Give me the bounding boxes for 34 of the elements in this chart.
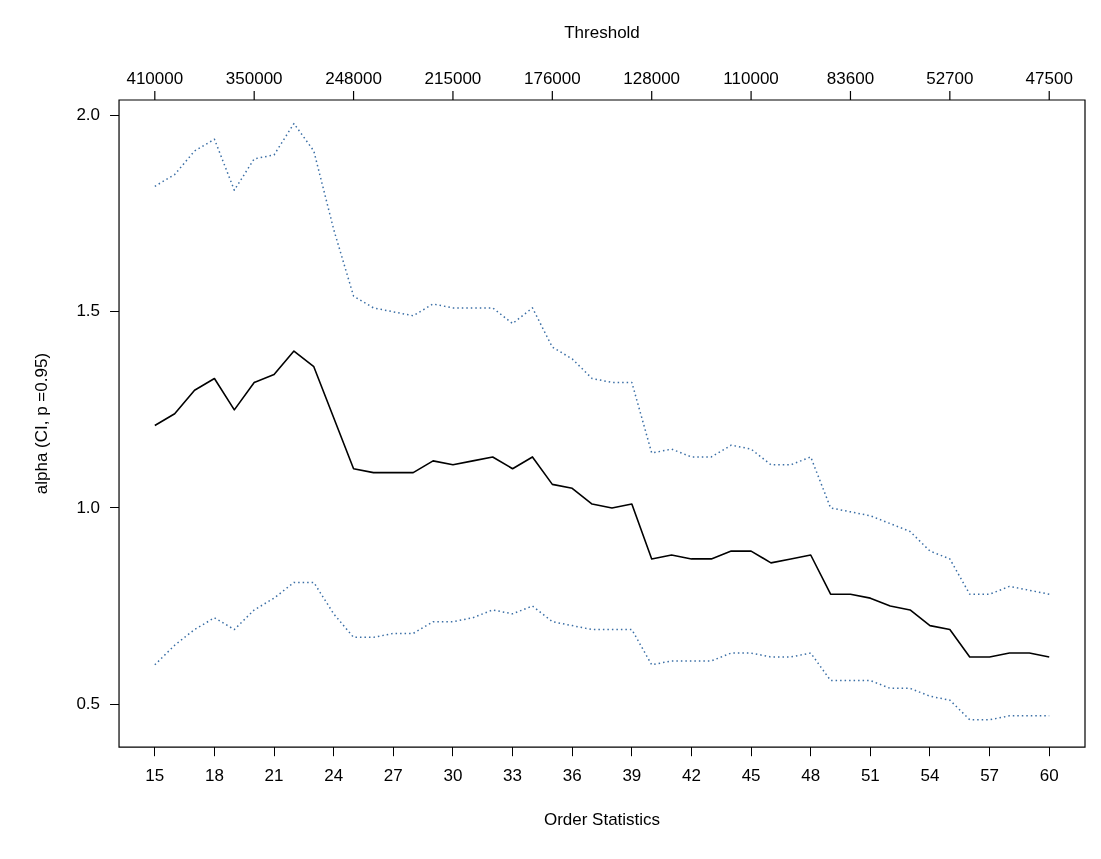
x-tick-label: 45	[741, 766, 761, 786]
line-series	[154, 122, 1050, 595]
x-tick-label: 51	[860, 766, 880, 786]
x-tick-label: 15	[145, 766, 165, 786]
x-tick-label: 33	[503, 766, 523, 786]
annotation: 410000	[126, 69, 184, 88]
x-tick-label: 54	[920, 766, 940, 786]
annotation: 215000	[424, 69, 482, 88]
annotation: 83600	[826, 69, 875, 88]
annotation: 110000	[723, 69, 779, 88]
x-tick-label: 18	[204, 766, 224, 786]
x-tick-label: 36	[562, 766, 582, 786]
annotation: 52700	[926, 69, 974, 88]
x-axis-title: Order Statistics	[543, 810, 661, 830]
x-tick-label: 39	[622, 766, 642, 786]
x-tick-label: 30	[443, 766, 463, 786]
x-tick-label: 48	[801, 766, 821, 786]
y-tick-label: 0.5	[76, 693, 101, 713]
y-tick-label: 2.0	[76, 105, 101, 125]
x2-axis-title: Threshold	[564, 23, 640, 42]
y-tick-label: 1.5	[76, 301, 101, 321]
x-tick-label: 57	[980, 766, 1000, 786]
y-axis-title: alpha (CI, p =0.95)	[31, 352, 51, 495]
x-tick-label: 60	[1039, 766, 1059, 786]
annotation: 47500	[1025, 69, 1073, 88]
annotation: 248000	[325, 69, 382, 88]
x-tick-label: 21	[264, 766, 284, 786]
annotation: 176000	[523, 69, 581, 88]
x-tick-label: 27	[383, 766, 403, 786]
y-tick-label: 1.0	[76, 497, 101, 517]
annotation: 128000	[623, 69, 681, 88]
x-tick-label: 24	[324, 766, 344, 786]
x-tick-label: 42	[682, 766, 701, 786]
annotation: 350000	[225, 69, 283, 88]
